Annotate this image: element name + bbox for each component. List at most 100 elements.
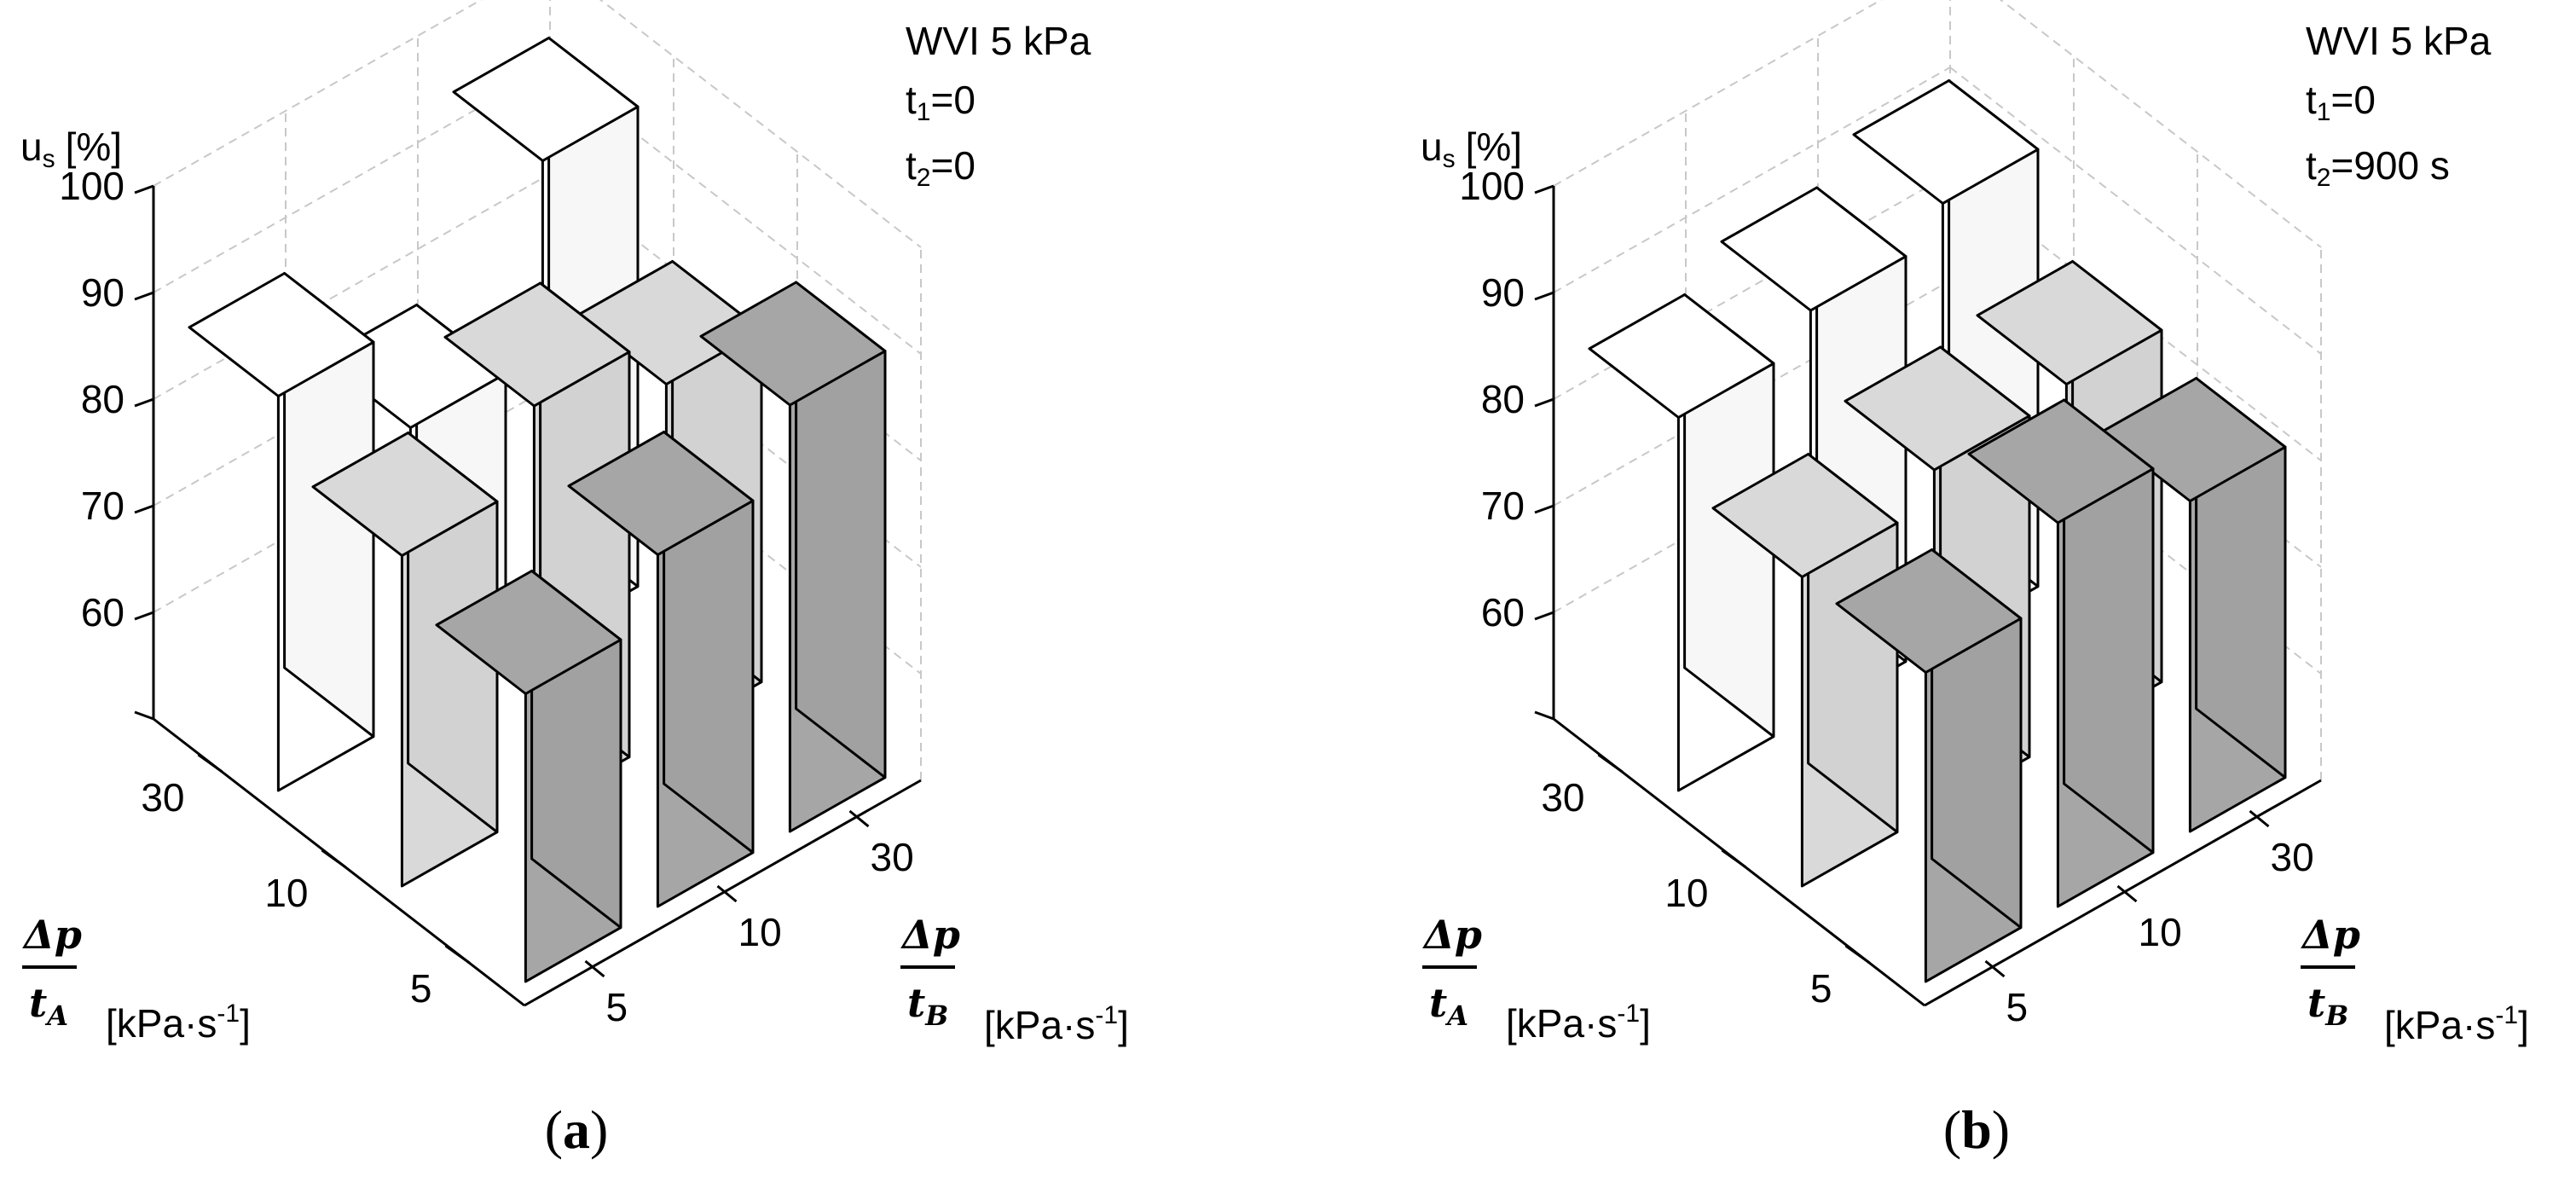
annotation-t2: t2=900 s [2306,143,2450,192]
z-axis-label: us [%] [1421,125,1522,173]
x-tick-label: 5 [1810,966,1832,1011]
z-tick [134,504,154,514]
z-tick [1534,710,1554,721]
z-tick-label: 80 [81,377,124,421]
x-tick-label: 10 [264,871,308,915]
x-tick-label: 5 [410,966,432,1011]
x-axis-fraction-denominator: tA [29,980,68,1032]
grid-line [599,0,922,248]
bar-top [567,431,755,556]
chart-bars [1588,79,2287,983]
bar-top [188,272,375,397]
y-tick [848,809,870,828]
bar-top [435,570,622,695]
bar-top [1835,548,2023,674]
z-axis-label: us [%] [20,125,122,173]
panel-b: 60 70 80 90 100 30 10 5 5 10 30 us [%] WVI 5 kPa t1… [1421,0,2529,1160]
x-axis-fraction-numerator: Δp [22,912,82,958]
x-axis-label: Δp tA [kPa·s-1] [1422,912,1651,1046]
bar-top [699,281,887,407]
y-tick [716,884,738,903]
x-tick-label: 30 [141,775,184,820]
bar [567,431,755,908]
y-axis-line [524,779,922,1007]
panel-caption-a: (a) [545,1099,609,1160]
bar [1588,293,1775,792]
z-tick [134,611,154,621]
y-tick-label: 30 [871,835,914,879]
grid-line [1949,67,2322,355]
bar [1711,453,1899,888]
bar-top [1711,453,1899,578]
grid-line [1553,67,1951,293]
z-tick-label: 60 [81,590,124,634]
z-tick-label: 60 [1481,590,1525,634]
z-tick-label: 100 [59,164,124,208]
y-tick-label: 5 [2006,985,2029,1029]
x-tick-label: 10 [1664,871,1708,915]
x-tick [444,944,471,965]
y-axis-fraction-denominator: tB [907,980,948,1032]
y-axis-fraction-numerator: Δp [2301,912,2360,958]
z-tick-label: 90 [1481,270,1525,315]
y-axis-unit: [kPa·s-1] [984,1001,1129,1047]
bar [188,272,375,792]
y-axis-unit: [kPa·s-1] [2384,1001,2529,1047]
bar-top [443,281,631,408]
bar [1835,548,2023,983]
annotation-t2: t2=0 [906,143,975,192]
grid-line [153,173,551,400]
x-tick [1721,849,1747,869]
z-tick-label: 70 [1481,484,1525,528]
y-axis-fraction-denominator: tB [2307,980,2348,1032]
y-tick-label: 5 [606,985,628,1029]
z-tick-label: 90 [81,270,124,315]
y-axis-line [1924,779,2322,1007]
bar-top [311,432,499,557]
y-tick-label: 10 [2139,910,2182,954]
annotation-t1: t1=0 [2306,78,2376,126]
annotation-wvi: WVI 5 kPa [906,19,1091,63]
x-axis-fraction-denominator: tA [1429,980,1468,1032]
x-tick [197,753,223,774]
annotation-t1: t1=0 [906,78,975,126]
grid-line [1553,0,1884,187]
grid-line [1999,0,2322,248]
bar-top [2099,377,2287,502]
z-tick [1534,291,1554,301]
y-axis-label: Δp tB [kPa·s-1] [2301,912,2529,1047]
x-tick [321,849,347,869]
y-tick [2249,809,2270,828]
chart-bars [188,37,887,983]
z-tick-label: 100 [1459,164,1525,208]
z-tick [134,710,154,721]
y-tick-label: 10 [738,910,782,954]
x-axis-label: Δp tA [kPa·s-1] [22,912,251,1046]
x-tick [1597,753,1624,774]
x-axis-fraction-numerator: Δp [1422,912,1482,958]
x-axis-unit: [kPa·s-1] [106,999,251,1046]
z-tick-label: 70 [81,484,124,528]
chart-ticks: 60 70 80 90 100 30 10 5 5 10 30 [1459,164,2313,1029]
bar-top [1976,260,2163,385]
bar [435,570,622,983]
bar-top [452,37,640,162]
bar-top [1844,345,2031,472]
bar-top [1852,79,2040,205]
x-tick-label: 30 [1541,775,1584,820]
y-tick [584,959,605,978]
bar-top [1967,398,2155,524]
y-tick [1984,959,2006,978]
y-tick-label: 30 [2271,835,2314,879]
y-axis-fraction-numerator: Δp [900,912,960,958]
z-tick-label: 80 [1481,377,1525,421]
y-axis-label: Δp tB [kPa·s-1] [900,912,1129,1047]
z-tick [134,291,154,301]
y-tick [2116,884,2138,903]
panel-a: 60 70 80 90 100 30 10 5 5 10 30 us [%] WVI 5 kPa t1… [20,0,1129,1160]
panel-caption-b: (b) [1943,1099,2010,1160]
grid-line [153,0,483,187]
z-tick [134,397,154,408]
annotation-wvi: WVI 5 kPa [2306,19,2492,63]
